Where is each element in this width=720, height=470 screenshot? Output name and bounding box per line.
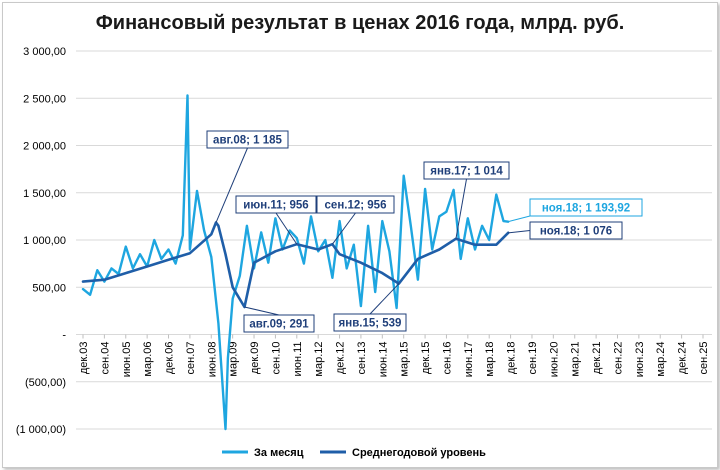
- annotation-box: [316, 195, 395, 214]
- x-tick-label: мар.12: [313, 342, 325, 377]
- annotations-layer: авг.08; 1 185 июн.11; 956 сен.12; 956 янв.1…: [206, 130, 643, 333]
- annotation-box: [235, 195, 317, 214]
- annotation-leader: [455, 178, 467, 239]
- annotation-callout: ноя.18; 1 076: [508, 221, 623, 240]
- x-tick-label: июн.20: [548, 342, 560, 378]
- x-tick-label: мар.06: [142, 342, 154, 377]
- annotation-box: [423, 161, 510, 180]
- annotation-label: ноя.18; 1 076: [540, 226, 612, 238]
- x-tick-label: дек.09: [249, 342, 261, 375]
- annotation-box: [529, 221, 623, 240]
- series-average-line: [81, 221, 510, 309]
- x-tick-label: июн.14: [377, 342, 389, 378]
- x-tick-label: мар.24: [655, 342, 667, 377]
- x-tick-label: сен.19: [527, 342, 539, 375]
- x-tick-label: сен.25: [698, 342, 710, 375]
- annotation-leader: [369, 283, 400, 315]
- x-tick-label: июн.17: [463, 342, 475, 378]
- y-tick-label: 1 500,00: [23, 188, 66, 200]
- x-tick-label: дек.15: [420, 342, 432, 375]
- legend-label: Среднегодовой уровень: [352, 447, 486, 459]
- x-tick-label: июн.05: [121, 342, 133, 378]
- annotation-label: янв.17; 1 014: [430, 166, 503, 178]
- annotation-callout: авг.09; 291: [243, 306, 315, 333]
- legend-item: Среднегодовой уровень: [320, 447, 486, 459]
- annotation-label: ноя.18; 1 193,92: [542, 203, 630, 215]
- annotation-box: [206, 130, 289, 149]
- x-tick-label: сен.07: [185, 342, 197, 375]
- legend-label: За месяц: [254, 447, 304, 459]
- y-tick-label: (1 000,00): [16, 424, 66, 436]
- annotation-label: янв.15; 539: [339, 318, 402, 330]
- annotation-callout: янв.15; 539: [333, 283, 407, 332]
- x-tick-label: мар.09: [228, 342, 240, 377]
- annotation-leader: [275, 212, 298, 245]
- series-layer: [81, 94, 510, 431]
- y-tick-label: -: [62, 330, 66, 342]
- x-tick-label: июн.23: [634, 342, 646, 378]
- x-tick-label: сен.22: [612, 342, 624, 375]
- x-tick-label: июн.08: [206, 342, 218, 378]
- x-tick-label: дек.24: [677, 342, 689, 375]
- x-tick-label: дек.18: [506, 342, 518, 375]
- annotation-callout: сен.12; 956: [316, 195, 395, 245]
- x-tick-label: дек.12: [335, 342, 347, 375]
- annotation-leader: [215, 147, 248, 223]
- annotation-callout: июн.11; 956: [235, 195, 317, 245]
- y-tick-label: 2 500,00: [23, 93, 66, 105]
- annotation-leader: [508, 230, 531, 234]
- annotation-callout: авг.08; 1 185: [206, 130, 289, 223]
- chart-title: Финансовый результат в ценах 2016 года, …: [96, 12, 625, 34]
- legend-item: За месяц: [222, 447, 304, 459]
- x-axis-ticks: дек.03 сен.04 июн.05 мар.06 дек.06 сен.07 июн.…: [78, 334, 710, 378]
- x-tick-label: сен.10: [270, 342, 282, 375]
- y-axis-ticks: 3 000,00 2 500,00 2 000,00 1 500,00 1 000,00…: [16, 46, 66, 436]
- annotation-box: [243, 314, 315, 333]
- annotation-label: авг.08; 1 185: [213, 135, 282, 147]
- annotation-label: авг.09; 291: [249, 319, 309, 331]
- x-tick-label: сен.13: [356, 342, 368, 375]
- x-tick-label: июн.11: [292, 342, 304, 377]
- annotation-callout: янв.17; 1 014: [423, 161, 510, 239]
- y-tick-label: (500,00): [25, 377, 66, 389]
- x-tick-label: сен.04: [99, 342, 111, 375]
- y-tick-label: 500,00: [32, 282, 66, 294]
- annotation-label: июн.11; 956: [243, 200, 308, 212]
- x-tick-label: дек.03: [78, 342, 90, 375]
- x-tick-label: сен.16: [441, 342, 453, 375]
- annotation-leader: [332, 212, 356, 245]
- annotation-callout: ноя.18; 1 193,92: [508, 198, 643, 223]
- x-tick-label: мар.15: [399, 342, 411, 377]
- annotation-leader: [244, 306, 280, 316]
- annotation-leader: [508, 215, 531, 223]
- legend: За месяц Среднегодовой уровень: [222, 447, 486, 459]
- x-tick-label: дек.21: [591, 342, 603, 375]
- y-tick-label: 2 000,00: [23, 141, 66, 153]
- y-tick-label: 1 000,00: [23, 235, 66, 247]
- series-monthly-line: [81, 94, 510, 431]
- x-tick-label: мар.21: [570, 342, 582, 377]
- x-tick-label: дек.06: [164, 342, 176, 375]
- x-tick-label: мар.18: [484, 342, 496, 377]
- annotation-label: сен.12; 956: [325, 200, 387, 212]
- annotation-box: [333, 313, 407, 332]
- annotation-box: [529, 198, 643, 217]
- y-tick-label: 3 000,00: [23, 46, 66, 58]
